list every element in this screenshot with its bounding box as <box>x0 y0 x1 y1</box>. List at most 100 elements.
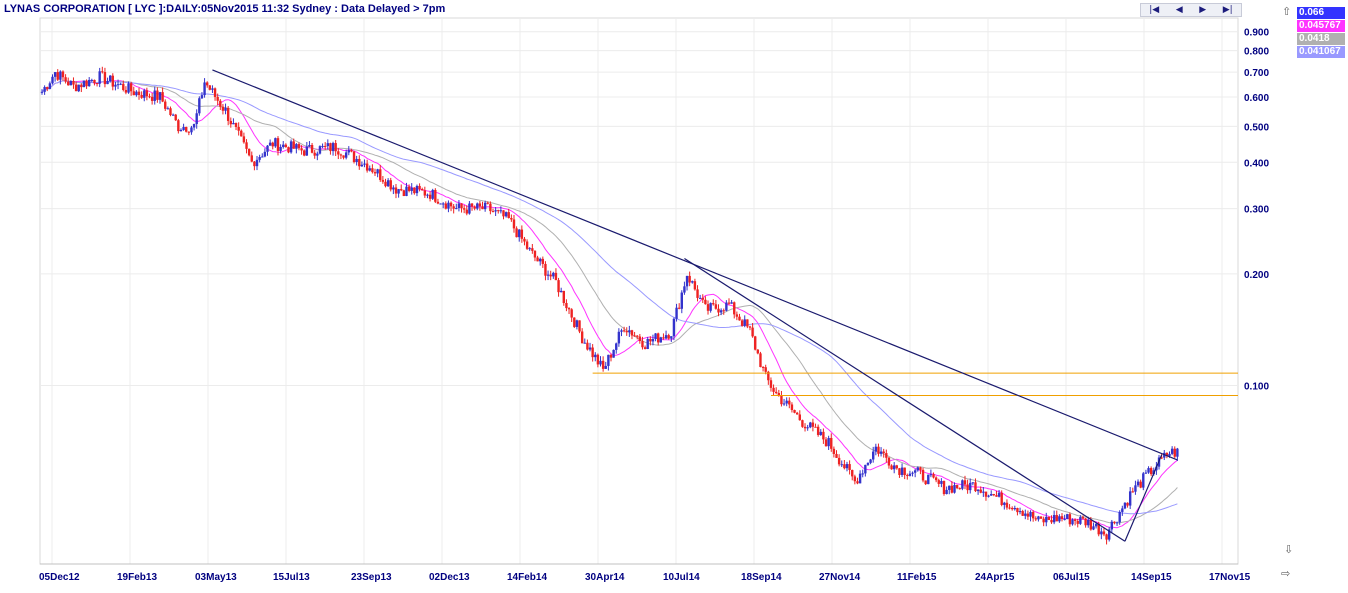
candle-body <box>533 250 537 258</box>
candle-body <box>659 337 663 343</box>
candle-body <box>714 304 718 309</box>
candle-body <box>497 210 500 212</box>
candle-body <box>612 349 615 358</box>
candle-body <box>274 138 277 147</box>
candle-body <box>394 187 398 194</box>
candle-body <box>169 108 172 116</box>
candle-body <box>696 289 699 298</box>
candle-body <box>628 330 631 333</box>
x-tick-label: 17Nov15 <box>1209 572 1251 583</box>
candle-body <box>447 202 450 209</box>
candle-body <box>1100 531 1103 535</box>
candle-body <box>625 331 628 333</box>
candle-body <box>1173 448 1176 457</box>
candle-body <box>588 347 592 350</box>
y-tick-label: 0.800 <box>1244 47 1269 58</box>
candle-body <box>633 335 636 337</box>
candle-body <box>358 158 361 167</box>
chart-title: LYNAS CORPORATION [ LYC ]:DAILY:05Nov201… <box>4 3 446 15</box>
y-tick-label: 0.500 <box>1244 122 1269 133</box>
candle-body <box>234 122 238 127</box>
next-page-icon[interactable]: ▶ <box>1199 5 1207 15</box>
candle-body <box>974 482 977 492</box>
candle-body <box>848 464 851 470</box>
candle-body <box>360 164 364 167</box>
candle-body <box>323 145 327 147</box>
candle-body <box>271 142 274 147</box>
candle-body <box>174 114 177 121</box>
last-page-icon[interactable]: ▶| <box>1222 5 1233 15</box>
candle-body <box>368 168 371 171</box>
candle-body <box>282 144 285 147</box>
scroll-right-icon[interactable]: ⇨ <box>1281 567 1291 580</box>
candle-body <box>596 354 600 365</box>
candle-body <box>601 360 605 369</box>
candle-body <box>557 280 560 293</box>
candle-body <box>436 201 440 204</box>
candle-body <box>798 414 801 421</box>
candle-body <box>932 474 935 478</box>
candle-body <box>738 316 741 321</box>
candle-body <box>240 130 243 137</box>
candle-body <box>1076 520 1079 524</box>
candle-body <box>525 241 529 249</box>
candle-body <box>153 90 156 101</box>
candle-body <box>161 92 164 102</box>
previous-page-icon[interactable]: ◀ <box>1175 5 1183 15</box>
scroll-up-icon[interactable]: ⇧ <box>1282 5 1292 18</box>
candle-body <box>801 420 804 427</box>
candle-body <box>124 89 128 93</box>
candle-body <box>788 400 791 405</box>
y-tick-label: 0.400 <box>1244 158 1269 169</box>
candle-body <box>777 393 781 396</box>
candle-body <box>892 465 896 470</box>
candle-body <box>43 87 46 92</box>
candle-body <box>955 485 959 489</box>
candle-body <box>591 347 594 358</box>
candle-body <box>733 302 736 315</box>
candle-body <box>950 485 954 493</box>
candle-body <box>148 96 151 98</box>
candle-body <box>1068 514 1072 525</box>
candle-body <box>98 71 101 84</box>
candle-body <box>900 467 904 475</box>
candle-body <box>441 203 445 205</box>
candle-body <box>565 302 568 309</box>
candle-body <box>232 122 235 125</box>
candle-body <box>245 142 248 149</box>
trendlines <box>212 69 1178 542</box>
candle-body <box>321 145 324 147</box>
candle-body <box>355 158 358 163</box>
candle-body <box>158 92 162 100</box>
candle-body <box>386 180 390 187</box>
candle-body <box>830 437 833 449</box>
candle-body <box>1052 515 1056 523</box>
trendline <box>1124 454 1163 542</box>
candle-body <box>1066 514 1069 519</box>
first-page-icon[interactable]: |◀ <box>1149 5 1160 15</box>
trendline <box>684 258 1126 542</box>
candle-body <box>297 144 301 149</box>
candle-body <box>864 464 867 474</box>
candle-body <box>468 203 471 214</box>
candle-body <box>494 210 497 212</box>
candle-body <box>861 473 864 475</box>
candle-body <box>1008 507 1011 509</box>
candle-body <box>636 335 639 337</box>
candle-body <box>963 480 967 485</box>
candle-body <box>1071 519 1074 525</box>
candle-body <box>882 451 885 454</box>
candle-body <box>570 309 573 318</box>
candle-body <box>743 319 746 326</box>
scroll-down-icon[interactable]: ⇩ <box>1284 543 1294 556</box>
x-tick-label: 23Sep13 <box>351 572 392 583</box>
candle-body <box>580 331 584 344</box>
candle-body <box>198 98 201 114</box>
candle-body <box>389 180 392 190</box>
candle-body <box>69 80 73 86</box>
y-axis-ticks: 0.900 0.800 0.700 0.600 0.500 0.400 0.300 0.200… <box>1244 28 1269 393</box>
candle-body <box>405 186 408 197</box>
candle-body <box>683 286 686 293</box>
x-tick-label: 30Apr14 <box>585 572 625 583</box>
